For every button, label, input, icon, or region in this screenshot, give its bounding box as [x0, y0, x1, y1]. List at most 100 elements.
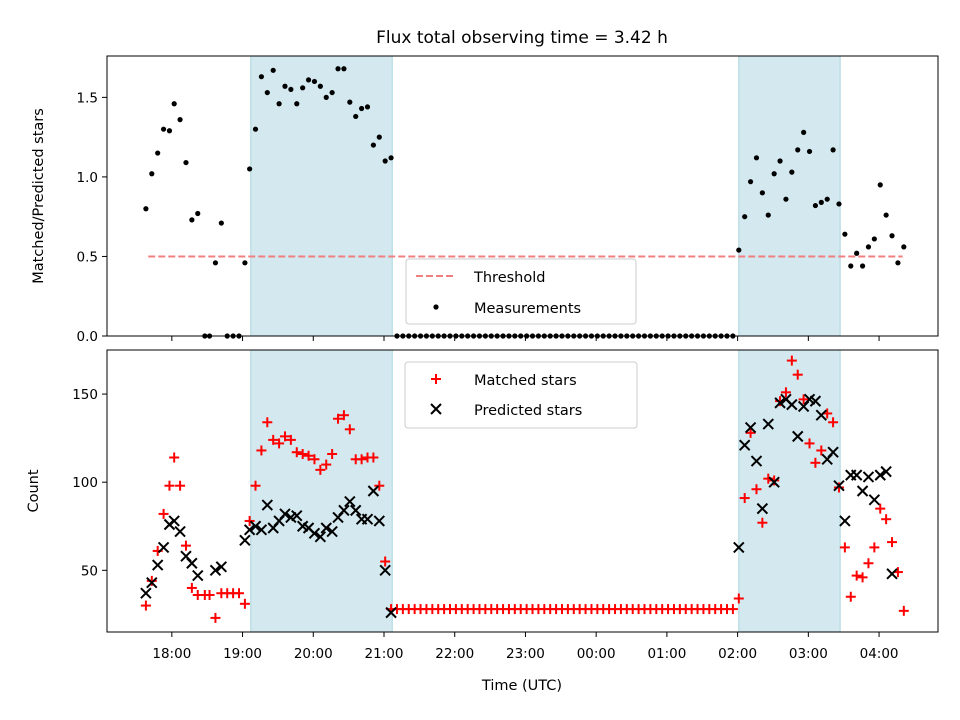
- measurement-point: [806, 148, 813, 155]
- predicted-star-point: [733, 541, 745, 554]
- predicted-star-point: [168, 515, 180, 527]
- chart-title: Flux total observing time = 3.42 h: [376, 28, 668, 48]
- predicted-star-point: [308, 527, 321, 540]
- x-tick-label: 19:00: [223, 646, 262, 662]
- measurement-point: [317, 83, 323, 89]
- top-panel-legend: Threshold Measurements: [405, 258, 637, 325]
- predicted-star-point: [792, 430, 804, 443]
- predicted-star-point: [786, 398, 798, 411]
- predicted-star-point: [850, 469, 863, 481]
- x-tick-label: 22:00: [435, 646, 474, 662]
- top-panel-y-ticks: 0.0 0.5 1.0 1.5: [77, 90, 107, 345]
- matched-star-point: [792, 369, 803, 380]
- legend-measurements-label: Measurements: [474, 301, 581, 317]
- predicted-star-point: [833, 480, 845, 492]
- measurement-point: [848, 263, 854, 269]
- matched-star-point: [833, 482, 844, 493]
- matched-star-point: [140, 600, 151, 611]
- matched-star-point: [780, 387, 791, 398]
- measurement-point: [294, 101, 300, 107]
- predicted-star-point: [756, 502, 769, 515]
- bottom-panel-points: [140, 355, 909, 623]
- predicted-star-point: [350, 504, 362, 517]
- predicted-star-point: [856, 485, 869, 497]
- x-tick-label: 04:00: [860, 646, 899, 662]
- measurement-point: [264, 89, 270, 96]
- measurement-point: [824, 196, 830, 202]
- measurement-point: [149, 171, 155, 177]
- predicted-star-point: [373, 515, 385, 527]
- predicted-star-point: [249, 520, 262, 532]
- predicted-star-point: [815, 409, 828, 421]
- matched-star-point: [757, 517, 768, 528]
- matched-star-point: [374, 480, 385, 491]
- matched-star-point: [344, 424, 355, 435]
- predicted-star-point: [291, 509, 303, 522]
- matched-star-point: [244, 515, 255, 526]
- predicted-star-point: [862, 471, 875, 483]
- matched-star-point: [279, 431, 290, 442]
- y-tick-label: 50: [81, 563, 98, 579]
- predicted-star-point: [326, 525, 338, 538]
- measurement-point: [759, 190, 765, 196]
- predicted-star-point: [874, 469, 886, 481]
- y-tick-label: 1.5: [77, 90, 98, 106]
- matched-star-point: [297, 448, 308, 459]
- predicted-star-point: [886, 568, 898, 580]
- measurement-point: [305, 77, 312, 83]
- matched-star-point: [239, 598, 250, 609]
- matched-star-point: [146, 575, 157, 586]
- legend-predicted-swatch: [430, 403, 442, 415]
- matched-star-point: [262, 417, 273, 428]
- measurement-point: [801, 129, 807, 135]
- measurement-point: [300, 85, 306, 91]
- y-tick-label: 1.0: [77, 170, 98, 186]
- matched-star-point: [733, 593, 744, 604]
- matched-star-point: [186, 582, 197, 593]
- matched-star-point: [869, 542, 880, 553]
- legend-predicted-label: Predicted stars: [474, 403, 582, 419]
- x-tick-label: 01:00: [647, 646, 686, 662]
- bottom-panel-y-ticks: 50 100 150: [72, 387, 107, 579]
- measurement-point: [742, 214, 748, 220]
- predicted-star-point: [750, 455, 763, 467]
- predicted-star-point: [827, 446, 839, 458]
- x-tick-label: 03:00: [789, 646, 828, 662]
- measurement-point: [812, 202, 819, 209]
- measurement-point: [177, 117, 183, 123]
- measurement-point: [311, 78, 318, 85]
- shaded-region: [250, 349, 393, 633]
- measurement-point: [166, 128, 173, 134]
- predicted-star-point: [261, 499, 274, 511]
- predicted-star-point: [385, 606, 397, 619]
- predicted-star-point: [839, 515, 851, 527]
- predicted-star-point: [868, 494, 881, 506]
- predicted-star-point: [367, 485, 380, 497]
- matched-star-point: [368, 452, 379, 463]
- measurement-point: [143, 206, 149, 212]
- measurement-point: [247, 166, 253, 172]
- matched-star-point: [857, 572, 868, 583]
- y-tick-label: 100: [72, 475, 98, 491]
- matched-star-point: [739, 493, 750, 504]
- measurement-point: [736, 247, 742, 253]
- measurement-point: [212, 260, 219, 266]
- legend-frame: [404, 361, 638, 429]
- x-tick-label: 00:00: [577, 646, 616, 662]
- y-tick-label: 0.5: [77, 249, 98, 265]
- measurement-point: [854, 250, 860, 256]
- predicted-star-point: [146, 576, 158, 589]
- predicted-star-point: [255, 524, 268, 536]
- measurement-point: [335, 66, 341, 72]
- measurement-point: [353, 113, 359, 120]
- legend-matched-label: Matched stars: [474, 373, 577, 389]
- matched-star-point: [798, 394, 809, 405]
- matched-star-point: [164, 480, 175, 491]
- measurement-point: [276, 101, 282, 107]
- legend-frame: [405, 258, 637, 325]
- x-tick-label: 23:00: [506, 646, 545, 662]
- matched-star-point: [881, 514, 892, 525]
- measurement-point: [242, 260, 248, 266]
- matched-star-point: [210, 612, 221, 623]
